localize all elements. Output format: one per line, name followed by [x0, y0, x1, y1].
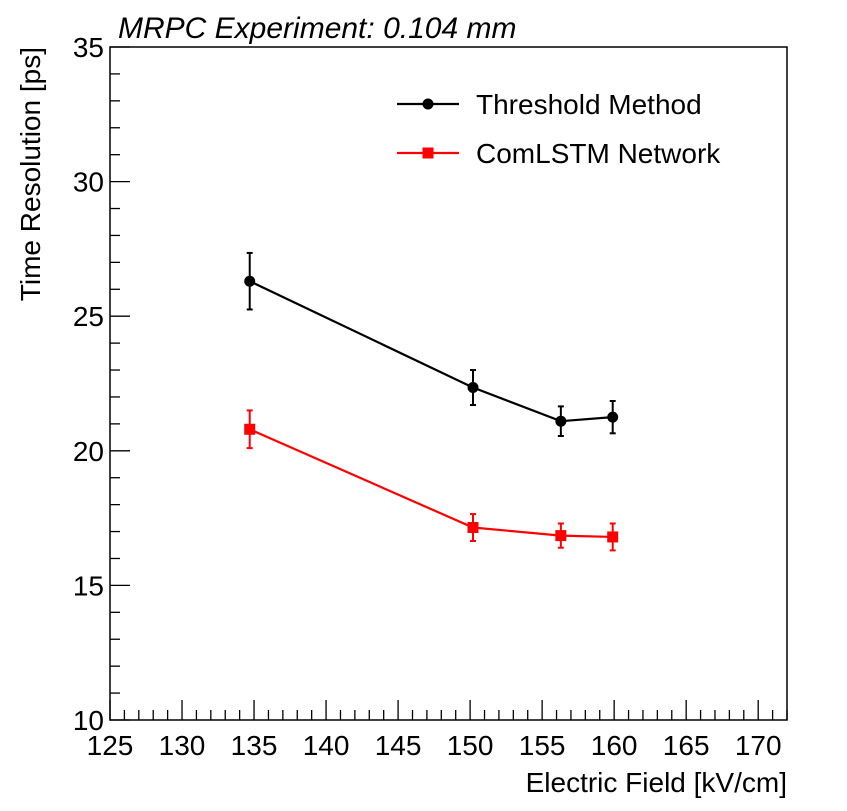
y-tick-label: 15 — [73, 570, 104, 601]
y-tick-label: 30 — [73, 167, 104, 198]
x-tick-label: 160 — [591, 730, 638, 761]
series-line — [249, 280, 613, 423]
legend: Threshold Method ComLSTM Network — [397, 89, 721, 169]
x-axis-title: Electric Field [kV/cm] — [526, 767, 787, 798]
x-tick-label: 130 — [159, 730, 206, 761]
legend-marker — [422, 147, 434, 159]
x-tick-label: 155 — [519, 730, 566, 761]
x-tick-label: 170 — [735, 730, 782, 761]
x-tick-label: 145 — [375, 730, 422, 761]
plot-frame — [109, 46, 788, 721]
series-0 — [244, 251, 619, 437]
series-1 — [244, 409, 619, 552]
legend-marker — [422, 98, 434, 110]
legend-label: Threshold Method — [476, 89, 702, 120]
y-axis: 10 15 20 25 30 35 — [73, 32, 130, 736]
series-line — [249, 428, 613, 539]
x-tick-label: 165 — [663, 730, 710, 761]
chart-title: MRPC Experiment: 0.104 mm — [118, 12, 516, 45]
y-tick-label: 20 — [73, 436, 104, 467]
data-point — [244, 275, 256, 287]
legend-item: Threshold Method — [397, 89, 702, 120]
series-layer — [244, 251, 619, 552]
data-point — [607, 531, 619, 543]
data-point — [467, 522, 479, 534]
data-point — [244, 423, 256, 435]
x-tick-label: 135 — [231, 730, 278, 761]
data-point — [467, 382, 479, 394]
data-point — [555, 415, 567, 427]
x-tick-label: 125 — [87, 730, 134, 761]
y-tick-label: 35 — [73, 32, 104, 63]
data-point — [555, 530, 567, 542]
legend-label: ComLSTM Network — [476, 138, 721, 169]
y-tick-label: 10 — [73, 705, 104, 736]
x-tick-label: 150 — [447, 730, 494, 761]
y-tick-label: 25 — [73, 301, 104, 332]
legend-item: ComLSTM Network — [397, 138, 721, 169]
data-point — [607, 411, 619, 423]
x-axis: 125 130 135 140 145 150 155 160 165 170 — [87, 700, 788, 761]
x-tick-label: 140 — [303, 730, 350, 761]
y-axis-title: Time Resolution [ps] — [15, 47, 46, 301]
